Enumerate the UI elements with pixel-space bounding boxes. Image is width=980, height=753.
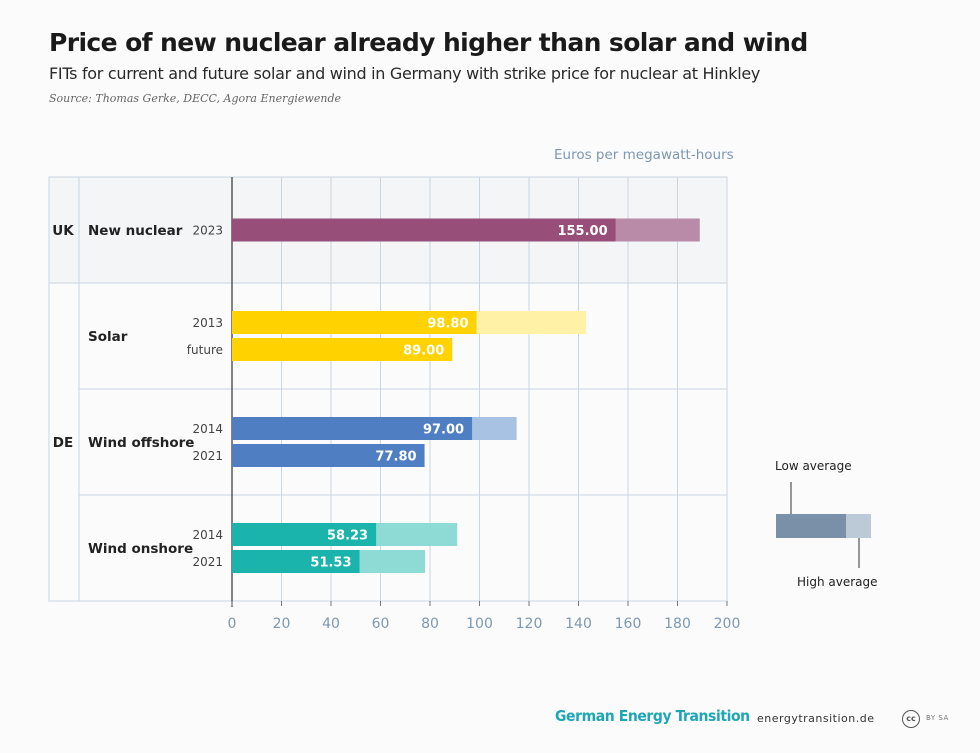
x-tick-label: 60	[372, 616, 390, 632]
bar-value-label: 98.80	[427, 317, 468, 332]
x-tick-label: 160	[615, 616, 642, 632]
row-label: future	[187, 343, 223, 357]
legend-high-label: High average	[797, 575, 878, 589]
bar-value-label: 155.00	[557, 224, 607, 239]
chart-frame	[48, 176, 728, 602]
row-label: 2023	[192, 224, 223, 238]
bar-low-average	[232, 311, 477, 334]
brand-name: German Energy Transition	[555, 707, 750, 725]
bar-value-label: 89.00	[403, 344, 444, 359]
row-label: 2021	[192, 449, 223, 463]
row-label: 2014	[192, 422, 223, 436]
cc-icon: cc	[902, 710, 920, 728]
category-label: Wind offshore	[88, 435, 194, 451]
bar-low-average	[232, 523, 377, 546]
category-label: Wind onshore	[88, 541, 193, 557]
bar-value-label: 97.00	[423, 423, 464, 438]
x-tick-label: 0	[228, 616, 237, 632]
x-tick-label: 200	[714, 616, 741, 632]
license-text: BY SA	[926, 714, 949, 722]
category-label: Solar	[88, 329, 128, 345]
x-tick-label: 120	[516, 616, 543, 632]
page-subtitle: FITs for current and future solar and wi…	[49, 64, 761, 83]
bar-low-average	[232, 417, 473, 440]
bar-value-label: 77.80	[375, 450, 416, 465]
legend-high-swatch	[846, 514, 871, 538]
row-label: 2021	[192, 555, 223, 569]
x-tick-label: 20	[273, 616, 291, 632]
bar-low-average	[232, 550, 360, 573]
bar-low-average	[232, 218, 616, 242]
row-label: 2013	[192, 316, 223, 330]
source-note: Source: Thomas Gerke, DECC, Agora Energi…	[49, 92, 341, 105]
site-link[interactable]: energytransition.de	[757, 712, 875, 725]
bar-value-label: 51.53	[310, 556, 351, 571]
x-tick-label: 140	[565, 616, 592, 632]
legend-low-swatch	[776, 514, 846, 538]
category-label: New nuclear	[88, 223, 183, 239]
x-tick-label: 80	[421, 616, 439, 632]
legend-low-label: Low average	[775, 459, 852, 473]
bar-value-label: 58.23	[327, 529, 368, 544]
x-tick-label: 40	[322, 616, 340, 632]
bar-low-average	[232, 338, 453, 361]
row-label: 2014	[192, 528, 223, 542]
unit-label: Euros per megawatt-hours	[554, 147, 734, 163]
bar-low-average	[232, 444, 425, 467]
x-tick-label: 180	[664, 616, 691, 632]
page-title: Price of new nuclear already higher than…	[49, 28, 808, 57]
x-tick-label: 100	[466, 616, 493, 632]
country-label: UK	[52, 223, 74, 239]
country-label: DE	[53, 435, 73, 451]
